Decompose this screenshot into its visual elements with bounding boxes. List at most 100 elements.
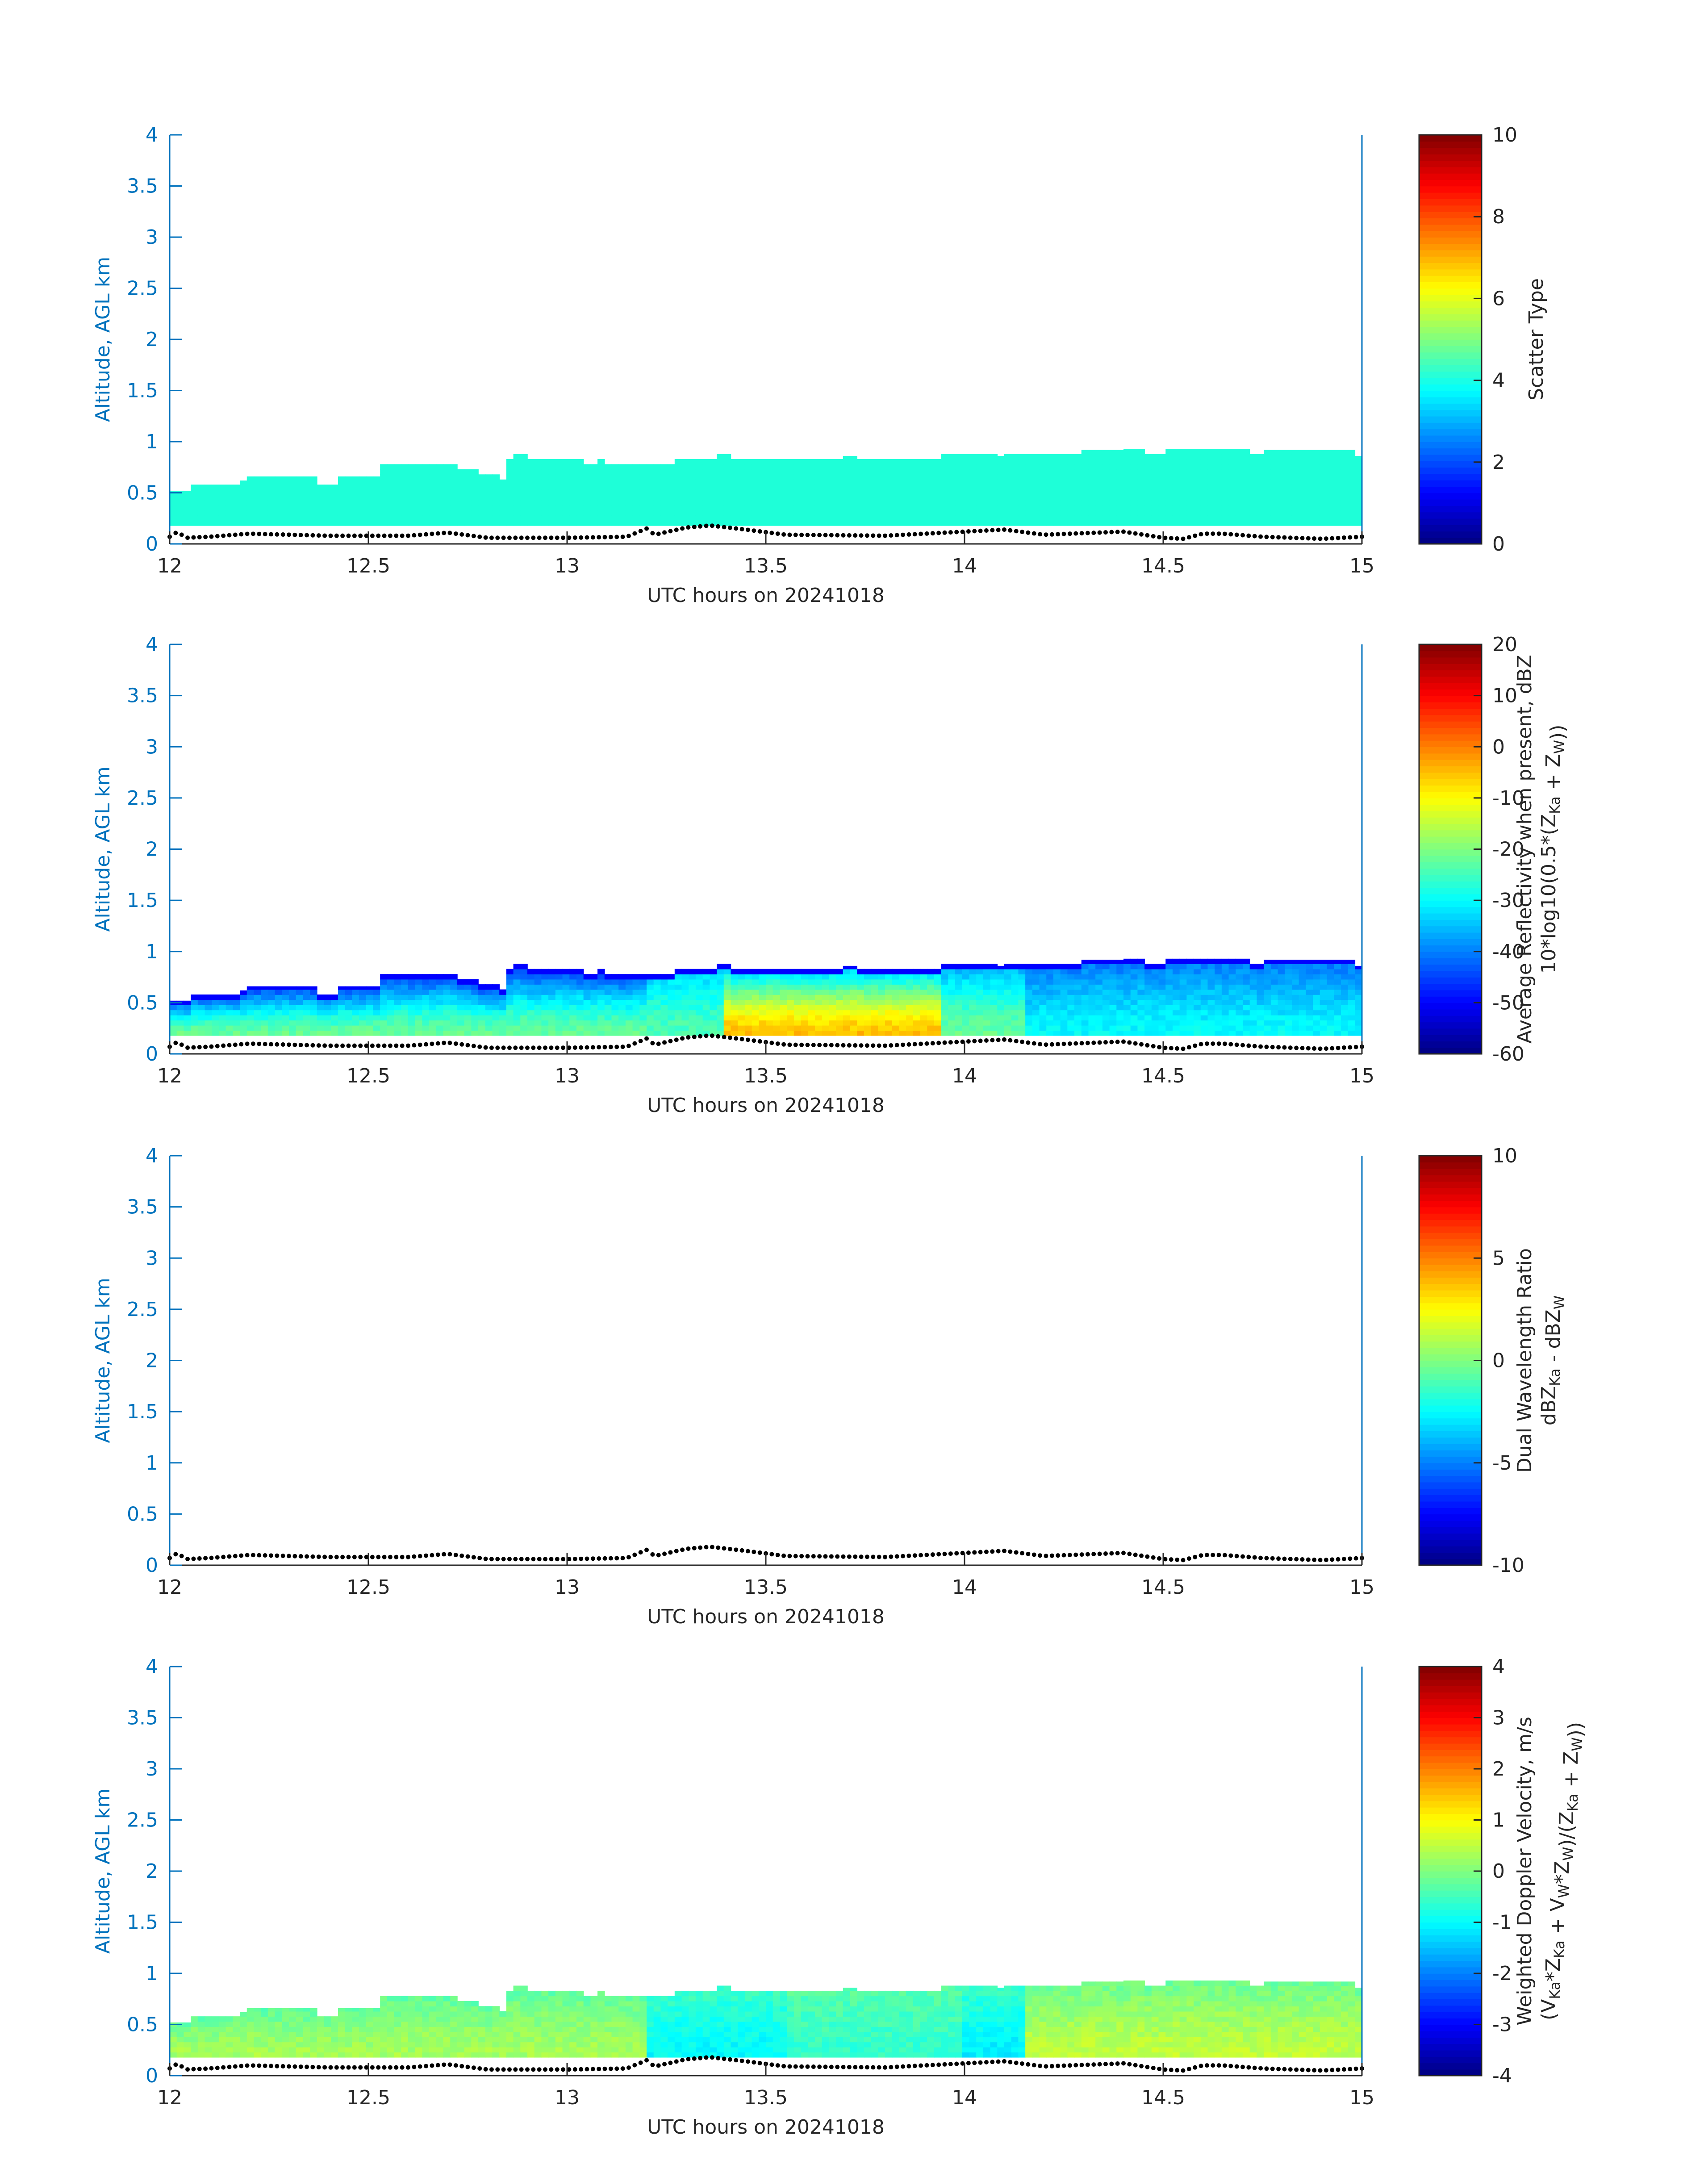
echo-cell bbox=[1291, 1030, 1299, 1036]
echo-cell bbox=[1243, 979, 1250, 985]
echo-cell bbox=[1243, 1015, 1250, 1021]
echo-cell bbox=[843, 974, 851, 980]
echo-cell bbox=[702, 469, 710, 475]
echo-cell bbox=[1194, 464, 1201, 470]
echo-cell bbox=[289, 994, 296, 1000]
echo-cell bbox=[857, 495, 864, 501]
echo-cell bbox=[1081, 1004, 1089, 1011]
echo-cell bbox=[731, 969, 738, 974]
echo-cell bbox=[864, 979, 872, 985]
echo-cell bbox=[205, 1020, 213, 1026]
echo-cell bbox=[801, 1025, 809, 1031]
echo-cell bbox=[808, 1020, 815, 1026]
echo-cell bbox=[1130, 459, 1138, 465]
echo-cell bbox=[1278, 960, 1286, 965]
echo-cell bbox=[850, 485, 857, 490]
echo-cell bbox=[906, 1015, 914, 1021]
echo-cell bbox=[520, 505, 528, 511]
echo-cell bbox=[1018, 454, 1026, 460]
echo-cell bbox=[562, 1030, 570, 1036]
echo-cell bbox=[1137, 994, 1145, 1000]
echo-cell bbox=[267, 986, 276, 990]
echo-cell bbox=[969, 974, 977, 980]
colorbar-segment bbox=[1419, 390, 1482, 397]
echo-cell bbox=[1334, 495, 1341, 501]
echo-cell bbox=[744, 1020, 752, 1026]
echo-cell bbox=[485, 999, 493, 1005]
echo-cell bbox=[983, 979, 991, 985]
echo-cell bbox=[773, 464, 781, 470]
echo-cell bbox=[352, 515, 359, 521]
echo-cell bbox=[773, 1015, 781, 1021]
echo-cell bbox=[1123, 510, 1131, 516]
surface-point bbox=[501, 1045, 506, 1050]
echo-cell bbox=[871, 489, 879, 495]
echo-cell bbox=[457, 479, 465, 485]
echo-cell bbox=[850, 1010, 857, 1015]
echo-cell bbox=[197, 1004, 205, 1011]
echo-cell bbox=[871, 979, 879, 985]
echo-cell bbox=[1053, 984, 1061, 990]
echo-cell bbox=[1207, 964, 1215, 969]
echo-cell bbox=[1151, 500, 1159, 506]
echo-cell bbox=[1221, 1030, 1229, 1036]
echo-cell bbox=[1334, 510, 1341, 516]
echo-cell bbox=[583, 479, 591, 485]
echo-cell bbox=[864, 505, 872, 511]
echo-cell bbox=[899, 510, 906, 516]
echo-cell bbox=[766, 1015, 773, 1021]
echo-cell bbox=[892, 489, 900, 495]
echo-cell bbox=[674, 1025, 682, 1031]
echo-cell bbox=[1299, 495, 1307, 501]
echo-cell bbox=[674, 984, 682, 990]
echo-cell bbox=[1095, 994, 1103, 1000]
echo-cell bbox=[429, 489, 437, 495]
echo-cell bbox=[1299, 999, 1307, 1005]
echo-cell bbox=[1348, 1004, 1356, 1011]
surface-point bbox=[972, 529, 977, 534]
echo-cell bbox=[1348, 999, 1356, 1005]
echo-cell bbox=[1285, 1015, 1292, 1021]
echo-cell bbox=[562, 495, 570, 501]
echo-cell bbox=[1285, 1004, 1292, 1011]
echo-cell bbox=[1165, 999, 1173, 1005]
echo-cell bbox=[1109, 459, 1117, 465]
surface-point bbox=[656, 1041, 661, 1046]
echo-cell bbox=[1046, 1010, 1054, 1015]
echo-cell bbox=[1025, 999, 1033, 1005]
echo-cell bbox=[583, 464, 591, 470]
echo-cell bbox=[1109, 454, 1117, 460]
echo-cell bbox=[485, 500, 493, 506]
echo-cell bbox=[639, 495, 647, 501]
echo-cell bbox=[1320, 1010, 1328, 1015]
echo-cell bbox=[717, 469, 724, 475]
echo-cell bbox=[647, 464, 654, 470]
echo-cell bbox=[1194, 964, 1201, 969]
echo-cell bbox=[1025, 1010, 1033, 1015]
echo-cell bbox=[324, 500, 332, 506]
echo-cell bbox=[590, 984, 598, 990]
echo-cell bbox=[1172, 958, 1180, 965]
echo-cell bbox=[625, 984, 633, 990]
echo-cell bbox=[1341, 474, 1349, 480]
echo-cell bbox=[184, 490, 191, 495]
echo-cell bbox=[871, 1015, 879, 1021]
echo-cell bbox=[1179, 1020, 1187, 1026]
echo-cell bbox=[218, 500, 226, 506]
echo-cell bbox=[380, 1015, 388, 1021]
echo-cell bbox=[689, 489, 696, 495]
colorbar-segment bbox=[1419, 747, 1482, 754]
echo-cell bbox=[1067, 1004, 1075, 1011]
echo-cell bbox=[380, 474, 388, 480]
echo-cell bbox=[429, 989, 437, 995]
echo-cell bbox=[541, 984, 549, 990]
surface-point bbox=[197, 1556, 202, 1561]
surface-point bbox=[239, 1553, 244, 1558]
echo-cell bbox=[1236, 459, 1243, 465]
surface-point bbox=[668, 529, 673, 534]
echo-cell bbox=[1200, 984, 1208, 990]
echo-cell bbox=[906, 500, 914, 506]
echo-cell bbox=[1186, 979, 1194, 985]
echo-cell bbox=[723, 974, 731, 980]
echo-cell bbox=[492, 1004, 500, 1011]
